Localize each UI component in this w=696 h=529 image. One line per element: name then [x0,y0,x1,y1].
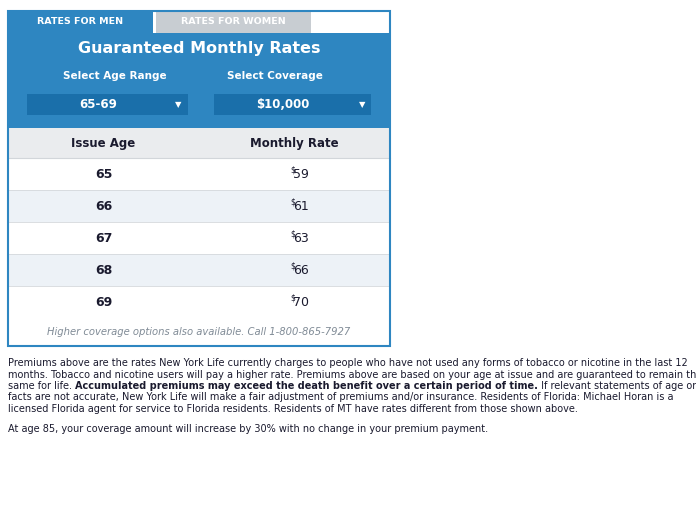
FancyBboxPatch shape [8,222,390,254]
Text: months. Tobacco and nicotine users will pay a higher rate. Premiums above are ba: months. Tobacco and nicotine users will … [8,369,696,379]
FancyBboxPatch shape [8,158,390,190]
Text: RATES FOR WOMEN: RATES FOR WOMEN [181,17,286,26]
Text: Select Coverage: Select Coverage [228,71,324,81]
FancyBboxPatch shape [8,254,390,286]
Text: RATES FOR MEN: RATES FOR MEN [38,17,124,26]
Text: 65: 65 [95,168,112,180]
Text: Guaranteed Monthly Rates: Guaranteed Monthly Rates [78,41,320,57]
FancyBboxPatch shape [8,33,390,128]
Text: $: $ [290,294,295,303]
Text: 67: 67 [95,232,112,244]
FancyBboxPatch shape [8,11,153,33]
FancyBboxPatch shape [27,94,187,115]
Text: If relevant statements of age or: If relevant statements of age or [538,381,696,391]
Text: $: $ [290,198,295,207]
Text: 69: 69 [95,296,112,308]
Text: facts are not accurate, New York Life will make a fair adjustment of premiums an: facts are not accurate, New York Life wi… [8,393,674,403]
Text: $10,000: $10,000 [257,98,310,111]
Text: $: $ [290,230,295,239]
Text: licensed Florida agent for service to Florida residents. Residents of MT have ra: licensed Florida agent for service to Fl… [8,404,578,414]
FancyBboxPatch shape [8,190,390,222]
Text: 65-69: 65-69 [79,98,117,111]
Text: At age 85, your coverage amount will increase by 30% with no change in your prem: At age 85, your coverage amount will inc… [8,424,488,434]
Text: $: $ [290,262,295,271]
Text: 59: 59 [294,168,310,180]
Text: 70: 70 [294,296,310,308]
FancyBboxPatch shape [214,94,371,115]
Text: Issue Age: Issue Age [72,136,136,150]
Text: same for life.: same for life. [8,381,75,391]
FancyBboxPatch shape [8,128,390,158]
Text: Accumulated premiums may exceed the death benefit over a certain period of time.: Accumulated premiums may exceed the deat… [75,381,538,391]
Text: 61: 61 [294,199,309,213]
FancyBboxPatch shape [8,286,390,318]
Text: ▼: ▼ [175,100,182,109]
Text: ▼: ▼ [358,100,365,109]
Text: 68: 68 [95,263,112,277]
FancyBboxPatch shape [156,11,311,33]
Text: 66: 66 [95,199,112,213]
Text: Select Age Range: Select Age Range [63,71,167,81]
Text: 66: 66 [294,263,309,277]
FancyBboxPatch shape [8,318,390,346]
Text: Monthly Rate: Monthly Rate [250,136,339,150]
Text: Premiums above are the rates New York Life currently charges to people who have : Premiums above are the rates New York Li… [8,358,688,368]
Text: 63: 63 [294,232,309,244]
Text: $: $ [290,166,295,175]
Text: Higher coverage options also available. Call 1-800-865-7927: Higher coverage options also available. … [47,327,351,337]
